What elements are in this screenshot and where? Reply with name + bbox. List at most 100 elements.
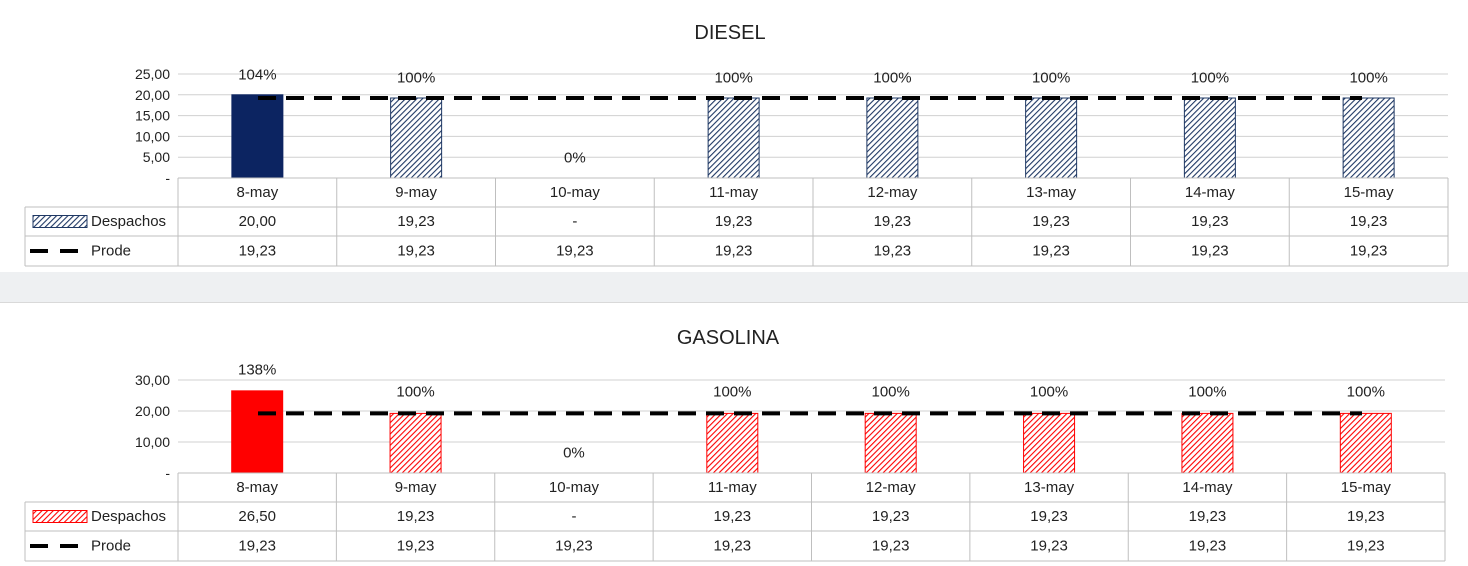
y-tick-label: 25,00 [135, 66, 170, 82]
data-label: 100% [397, 70, 435, 87]
y-tick-label: 30,00 [135, 372, 170, 388]
x-tick-label: 12-may [866, 479, 917, 496]
table-cell-prode: 19,23 [1032, 243, 1070, 260]
y-tick-label: 10,00 [135, 434, 170, 450]
data-label: 100% [1191, 70, 1229, 87]
x-tick-label: 15-may [1341, 479, 1392, 496]
bar-despachos [864, 412, 917, 474]
table-cell-despachos: 19,23 [1030, 508, 1068, 525]
data-label: 100% [1032, 70, 1070, 87]
y-tick-label: 5,00 [143, 149, 170, 165]
table-cell-prode: 19,23 [715, 243, 753, 260]
legend-label-despachos: Despachos [91, 213, 166, 230]
diesel-chart: DIESEL - 5,00 10,00 15,00 20,00 25,00 104% 100% 0… [24, 22, 1449, 267]
table-cell-prode: 19,23 [556, 243, 594, 260]
x-tick-label: 14-may [1185, 184, 1236, 201]
data-label: 100% [396, 384, 434, 401]
bar-despachos [1181, 412, 1234, 474]
data-label: 104% [238, 67, 276, 84]
table-cell-prode: 19,23 [397, 538, 435, 555]
table-cell-despachos: 19,23 [1189, 508, 1227, 525]
table-cell-prode: 19,23 [555, 538, 593, 555]
data-label: 0% [564, 150, 586, 167]
y-tick-label: - [165, 465, 170, 481]
data-label: 100% [872, 384, 910, 401]
table-cell-despachos: - [572, 213, 577, 230]
table-cell-prode: 19,23 [239, 243, 277, 260]
table-cell-despachos: 19,23 [1032, 213, 1070, 230]
data-label: 100% [1347, 384, 1385, 401]
data-table [24, 177, 1449, 267]
data-table [24, 472, 1446, 562]
bar-despachos [866, 97, 919, 179]
data-label: 100% [1349, 70, 1387, 87]
table-cell-despachos: 19,23 [874, 213, 912, 230]
y-tick-label: 15,00 [135, 108, 170, 124]
x-tick-label: 12-may [867, 184, 918, 201]
x-tick-label: 10-may [549, 479, 600, 496]
gasolina-chart: GASOLINA - 10,00 20,00 30,00 138% 100% 0% 100% 10… [24, 327, 1446, 562]
data-label: 138% [238, 362, 276, 379]
legend-label-prode: Prode [91, 243, 131, 260]
table-cell-despachos: 19,23 [1350, 213, 1388, 230]
diesel-chart-panel: DIESEL - 5,00 10,00 15,00 20,00 25,00 104% 100% 0… [0, 0, 1468, 272]
x-tick-label: 8-may [237, 184, 279, 201]
bar-despachos [707, 97, 760, 179]
bar-despachos [390, 97, 443, 179]
data-label: 100% [1030, 384, 1068, 401]
data-label: 100% [714, 70, 752, 87]
y-tick-label: 10,00 [135, 128, 170, 144]
legend-key-despachos [32, 510, 88, 523]
data-label: 100% [713, 384, 751, 401]
x-tick-label: 13-may [1026, 184, 1077, 201]
x-tick-label: 11-may [709, 184, 758, 201]
bar-despachos [1023, 412, 1076, 474]
x-tick-label: 13-may [1024, 479, 1075, 496]
table-cell-despachos: 19,23 [714, 508, 752, 525]
table-cell-prode: 19,23 [714, 538, 752, 555]
x-tick-label: 10-may [550, 184, 601, 201]
data-label: 100% [1188, 384, 1226, 401]
data-label: 100% [873, 70, 911, 87]
table-cell-despachos: 20,00 [239, 213, 277, 230]
table-cell-prode: 19,23 [872, 538, 910, 555]
legend-label-prode: Prode [91, 538, 131, 555]
bar-despachos [389, 412, 442, 474]
bar-despachos [1183, 97, 1236, 179]
table-cell-despachos: 19,23 [397, 508, 435, 525]
chart-title: GASOLINA [677, 327, 780, 349]
table-cell-despachos: - [571, 508, 576, 525]
legend-label-despachos: Despachos [91, 508, 166, 525]
table-cell-prode: 19,23 [1189, 538, 1227, 555]
chart-title: DIESEL [694, 22, 765, 44]
table-cell-despachos: 19,23 [1347, 508, 1385, 525]
y-tick-label: 20,00 [135, 87, 170, 103]
table-cell-despachos: 19,23 [872, 508, 910, 525]
table-cell-prode: 19,23 [238, 538, 276, 555]
bar-despachos [706, 412, 759, 474]
table-cell-prode: 19,23 [397, 243, 435, 260]
legend-key-despachos [32, 215, 88, 228]
table-cell-prode: 19,23 [1347, 538, 1385, 555]
table-cell-prode: 19,23 [874, 243, 912, 260]
bar-despachos [1339, 412, 1392, 474]
x-tick-label: 11-may [708, 479, 757, 496]
data-label: 0% [563, 445, 585, 462]
table-cell-prode: 19,23 [1191, 243, 1229, 260]
bar-despachos [1025, 97, 1078, 179]
table-cell-despachos: 19,23 [715, 213, 753, 230]
bar-despachos [231, 94, 284, 179]
table-cell-despachos: 19,23 [397, 213, 435, 230]
bar-despachos [231, 390, 284, 474]
x-tick-label: 14-may [1182, 479, 1233, 496]
table-cell-prode: 19,23 [1030, 538, 1068, 555]
x-tick-label: 15-may [1344, 184, 1395, 201]
gasolina-chart-panel: GASOLINA - 10,00 20,00 30,00 138% 100% 0% 100% 10… [0, 302, 1468, 566]
x-tick-label: 9-may [395, 184, 437, 201]
x-tick-label: 8-may [236, 479, 278, 496]
y-tick-label: - [165, 170, 170, 186]
bar-despachos [1342, 97, 1395, 179]
x-tick-label: 9-may [395, 479, 437, 496]
y-tick-label: 20,00 [135, 403, 170, 419]
table-cell-despachos: 26,50 [238, 508, 276, 525]
